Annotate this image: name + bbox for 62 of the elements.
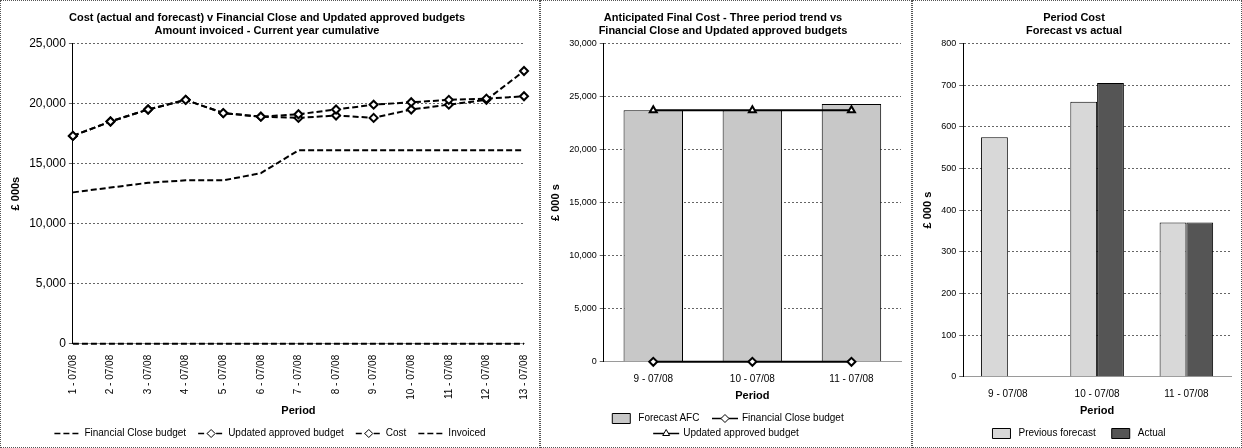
- y-tick-label: 100: [941, 329, 957, 340]
- y-tick-label: 15,000: [29, 155, 67, 170]
- x-tick-label: 2 - 07/08: [104, 354, 116, 395]
- y-tick-label: 25,000: [569, 90, 597, 101]
- y-tick-label: 25,000: [29, 35, 67, 50]
- x-tick-label: 13 - 07/08: [517, 354, 529, 400]
- legend-label: Actual: [1137, 427, 1166, 439]
- chart-title: Period Cost: [1043, 10, 1106, 23]
- y-axis-title: £ 000 s: [920, 191, 933, 229]
- x-axis-title: Period: [281, 404, 316, 417]
- x-tick-label: 5 - 07/08: [217, 354, 229, 395]
- x-tick-label: 3 - 07/08: [141, 354, 153, 395]
- y-tick-label: 600: [941, 121, 957, 132]
- legend-label: Financial Close budget: [741, 412, 844, 424]
- y-tick-label: 30,000: [569, 37, 597, 48]
- y-tick-label: 300: [941, 246, 957, 257]
- y-tick-label: 400: [941, 204, 957, 215]
- x-tick-label: 8 - 07/08: [329, 354, 341, 395]
- legend-label: Previous forecast: [1018, 427, 1096, 439]
- x-tick-label: 10 - 07/08: [404, 354, 416, 400]
- legend-label: Financial Close budget: [84, 427, 187, 439]
- x-tick-label: 9 - 07/08: [988, 387, 1029, 399]
- chart-subtitle: Financial Close and Updated approved budgets: [598, 23, 848, 36]
- x-tick-label: 11 - 07/08: [442, 354, 454, 400]
- y-tick-label: 20,000: [569, 144, 597, 155]
- legend-label: Forecast AFC: [638, 412, 700, 424]
- y-tick-label: 0: [951, 371, 957, 382]
- x-axis-title: Period: [735, 389, 770, 402]
- x-tick-label: 9 - 07/08: [367, 354, 379, 395]
- legend-label: Cost: [385, 427, 407, 439]
- chart-title: Cost (actual and forecast) v Financial Close and Updated approved budgets: [68, 10, 466, 23]
- x-tick-label: 11 - 07/08: [829, 372, 875, 384]
- chart-title: Anticipated Final Cost - Three period trend vs: [603, 10, 843, 23]
- y-tick-label: 0: [59, 336, 67, 351]
- y-tick-label: 15,000: [569, 197, 597, 208]
- x-tick-label: 10 - 07/08: [1074, 387, 1121, 399]
- x-tick-label: 6 - 07/08: [254, 354, 266, 395]
- y-tick-label: 700: [941, 79, 957, 90]
- y-tick-label: 10,000: [569, 250, 597, 261]
- y-tick-label: 800: [941, 37, 957, 48]
- x-tick-label: 9 - 07/08: [633, 372, 674, 384]
- x-tick-label: 7 - 07/08: [292, 354, 304, 395]
- chart-subtitle: Amount invoiced - Current year cumulative: [154, 23, 380, 36]
- y-tick-label: 200: [941, 287, 957, 298]
- x-axis-title: Period: [1079, 404, 1115, 417]
- x-tick-label: 10 - 07/08: [729, 372, 776, 384]
- y-tick-label: 500: [941, 162, 957, 173]
- y-tick-label: 5,000: [574, 303, 597, 314]
- y-tick-label: 0: [591, 356, 597, 367]
- x-tick-label: 4 - 07/08: [179, 354, 191, 395]
- legend-label: Invoiced: [448, 427, 486, 439]
- y-axis-title: £ 000 s: [548, 184, 561, 221]
- legend-label: Updated approved budget: [683, 427, 800, 439]
- x-tick-label: 12 - 07/08: [480, 354, 492, 400]
- legend-label: Updated approved budget: [228, 427, 345, 439]
- y-tick-label: 5,000: [35, 276, 67, 291]
- x-tick-label: 1 - 07/08: [66, 354, 78, 395]
- y-tick-label: 20,000: [29, 95, 67, 110]
- x-tick-label: 11 - 07/08: [1164, 387, 1209, 399]
- y-axis-title: £ 000s: [8, 176, 21, 211]
- y-tick-label: 10,000: [29, 215, 67, 230]
- chart-subtitle: Forecast vs actual: [1026, 23, 1122, 36]
